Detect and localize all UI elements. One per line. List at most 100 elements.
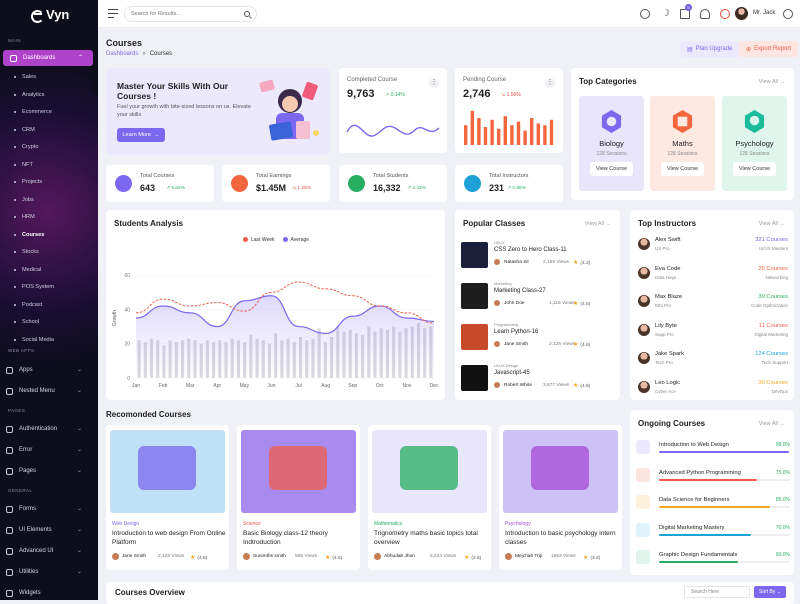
popular-class-item[interactable]: Marketing Marketing Class-27 John Doe 1,116… (459, 281, 617, 319)
ongoing-course-item[interactable]: Graphic Design Fundamentals 60.0% (636, 549, 790, 576)
export-report-button[interactable]: ⊕ Export Report (739, 41, 799, 57)
learn-more-button[interactable]: Learn More → (117, 128, 165, 142)
user-avatar[interactable] (735, 7, 748, 20)
sidebar-subitem-crypto[interactable]: Crypto (14, 144, 38, 150)
search-input[interactable] (131, 11, 241, 17)
sidebar-item-apps[interactable]: Apps ⌄ (6, 364, 92, 376)
category-psychology[interactable]: Psychology 128 Sessions View Course (722, 96, 787, 191)
moon-icon[interactable]: ☽ (661, 8, 670, 19)
ongoing-course-item[interactable]: Digital Marketing Mastery 70.0% (636, 522, 790, 549)
sidebar-subitem-sales[interactable]: Sales (14, 74, 36, 80)
sidebar-item-authentication[interactable]: Authentication ⌄ (6, 423, 92, 435)
breadcrumb-link[interactable]: Dashboards (106, 51, 139, 57)
instructor-course-count: 124 Courses (755, 351, 788, 357)
sidebar-subitem-hrm[interactable]: HRM (14, 214, 35, 220)
sidebar-item-ui-elements[interactable]: UI Elements ⌄ (6, 524, 92, 536)
ongoing-course-title: Introduction to Web Design (659, 442, 729, 448)
sidebar-item-label: Widgets (19, 590, 41, 596)
instructor-item[interactable]: Max Blaze Ethi Pro 39 Courses Code Optimiza… (638, 294, 788, 318)
sidebar-item-error[interactable]: Error ⌄ (6, 444, 92, 456)
course-views: 565 Views (295, 554, 318, 559)
category-biology[interactable]: Biology 128 Sessions View Course (579, 96, 644, 191)
view-course-button[interactable]: View Course (733, 162, 776, 176)
sidebar-subitem-ecommerce[interactable]: Ecommerce (14, 109, 52, 115)
legend-last-week[interactable]: Last Week (243, 237, 275, 243)
sidebar-subitem-social-media[interactable]: Social Media (14, 337, 54, 343)
ongoing-course-item[interactable]: Introduction to Web Design 99.0% (636, 439, 790, 466)
recommended-course-card[interactable]: Mathematics Trignometry maths basic topic… (368, 425, 491, 570)
sidebar-item-widgets[interactable]: Widgets (6, 587, 92, 599)
more-options-icon[interactable]: ⋮ (429, 78, 439, 88)
gear-icon[interactable] (783, 9, 793, 19)
legend-average[interactable]: Average (282, 237, 309, 243)
sidebar-item-forms[interactable]: Forms ⌄ (6, 503, 92, 515)
stat-label: Completed Course (347, 77, 398, 83)
course-rating: (4.8) (190, 554, 207, 561)
recommended-course-card[interactable]: Web Design Introduction to web design Fro… (106, 425, 229, 570)
view-all-link[interactable]: View All → (584, 221, 611, 227)
instructor-category: DevOps (771, 388, 788, 394)
sidebar-subitem-jobs[interactable]: Jobs (14, 197, 34, 203)
author-avatar (374, 553, 381, 560)
sidebar-item-dashboards[interactable]: Dashboards ⌃ (3, 50, 93, 66)
sidebar-item-advanced-ui[interactable]: Advanced UI ⌄ (6, 545, 92, 557)
sidebar-subitem-projects[interactable]: Projects (14, 179, 42, 185)
instructor-item[interactable]: Alex Swift UX Pro 321 Courses UI/UX Masters (638, 237, 788, 261)
language-icon[interactable] (640, 9, 650, 19)
x-tick-label: Mar (186, 383, 195, 389)
popular-class-item[interactable]: Programming Learn Python-16 Jane Smith 2,12… (459, 322, 617, 360)
author-avatar (243, 553, 250, 560)
instructor-item[interactable]: Lily Byte Supp Pro 11 Courses Digital Marke… (638, 323, 788, 347)
notification-dot-icon[interactable] (720, 9, 730, 19)
plan-upgrade-button[interactable]: ▤ Plan Upgrade (680, 41, 740, 57)
pending-bar (483, 127, 488, 145)
sort-by-button[interactable]: Sort By ⌄ (754, 586, 786, 598)
instructor-item[interactable]: Leo Logic Cyber Ace 30 Courses DevOps (638, 380, 788, 404)
view-all-link[interactable]: View All → (758, 421, 785, 427)
instructor-course-count: 11 Courses (758, 322, 788, 329)
popular-class-item[interactable]: UI/UX Design Javascript-45 Robert White 3,6… (459, 363, 617, 401)
sidebar-subitem-podcast[interactable]: Podcast (14, 302, 42, 308)
instructor-item[interactable]: Jake Spark Tech Pro 124 Courses Tech Suppor… (638, 351, 788, 375)
view-all-link[interactable]: View All → (758, 221, 785, 227)
popular-class-item[interactable]: UI/UX CSS Zero to Hero Class-11 Natasha Si… (459, 240, 617, 278)
sidebar-subitem-nft[interactable]: NFT (14, 162, 33, 168)
class-thumbnail (461, 365, 488, 391)
stat-change: ↘ 1.56% (501, 92, 521, 98)
recommended-course-card[interactable]: Science Basic Biology class-12 theory Ind… (237, 425, 360, 570)
ongoing-course-item[interactable]: Advanced Python Programming 75.0% (636, 467, 790, 494)
ongoing-course-item[interactable]: Data Science for Beginners 85.0% (636, 494, 790, 521)
category-maths[interactable]: Maths 128 Sessions View Course (650, 96, 715, 191)
view-all-link[interactable]: View All → (758, 79, 785, 85)
class-tag: UI/UX Design (494, 363, 519, 368)
recommended-course-card[interactable]: Psychology Introduction to basic psycholo… (499, 425, 622, 570)
sidebar-item-utilities[interactable]: Utilities ⌄ (6, 566, 92, 578)
sidebar-subitem-school[interactable]: School (14, 319, 39, 325)
sidebar-subitem-analytics[interactable]: Analytics (14, 92, 44, 98)
course-illustration (241, 430, 356, 513)
sidebar-subitem-stocks[interactable]: Stocks (14, 249, 39, 255)
user-name[interactable]: Mr. Jack (753, 10, 776, 16)
nested-menu-icon (6, 387, 13, 395)
sidebar-subitem-medical[interactable]: Medical (14, 267, 41, 273)
instructor-role: Ethi Pro (655, 303, 672, 308)
instructor-item[interactable]: Eva Code Data Ninja 25 Courses Networking (638, 266, 788, 290)
bell-icon[interactable] (700, 9, 710, 19)
menu-toggle-icon[interactable] (108, 9, 118, 18)
overview-search-input[interactable]: Search Here (684, 586, 750, 598)
sidebar-subitem-crm[interactable]: CRM (14, 127, 35, 133)
sidebar-item-label: Error (19, 447, 33, 453)
sidebar-item-pages[interactable]: Pages ⌄ (6, 465, 92, 477)
sidebar-item-nested-menu[interactable]: Nested Menu ⌄ (6, 385, 92, 397)
view-course-button[interactable]: View Course (590, 162, 633, 176)
more-options-icon[interactable]: ⋮ (545, 78, 555, 88)
brand-logo[interactable]: Vyn (30, 7, 69, 23)
sort-by-label: Sort By (759, 589, 776, 595)
section-pages: PAGES (8, 408, 26, 413)
search-icon[interactable] (244, 11, 250, 17)
sidebar-subitem-courses[interactable]: Courses (14, 232, 44, 238)
sidebar-subitem-pos-system[interactable]: POS System (14, 284, 54, 290)
view-course-button[interactable]: View Course (661, 162, 704, 176)
chevron-down-icon: ⌄ (76, 548, 82, 554)
chevron-down-icon: ⌄ (76, 426, 82, 432)
